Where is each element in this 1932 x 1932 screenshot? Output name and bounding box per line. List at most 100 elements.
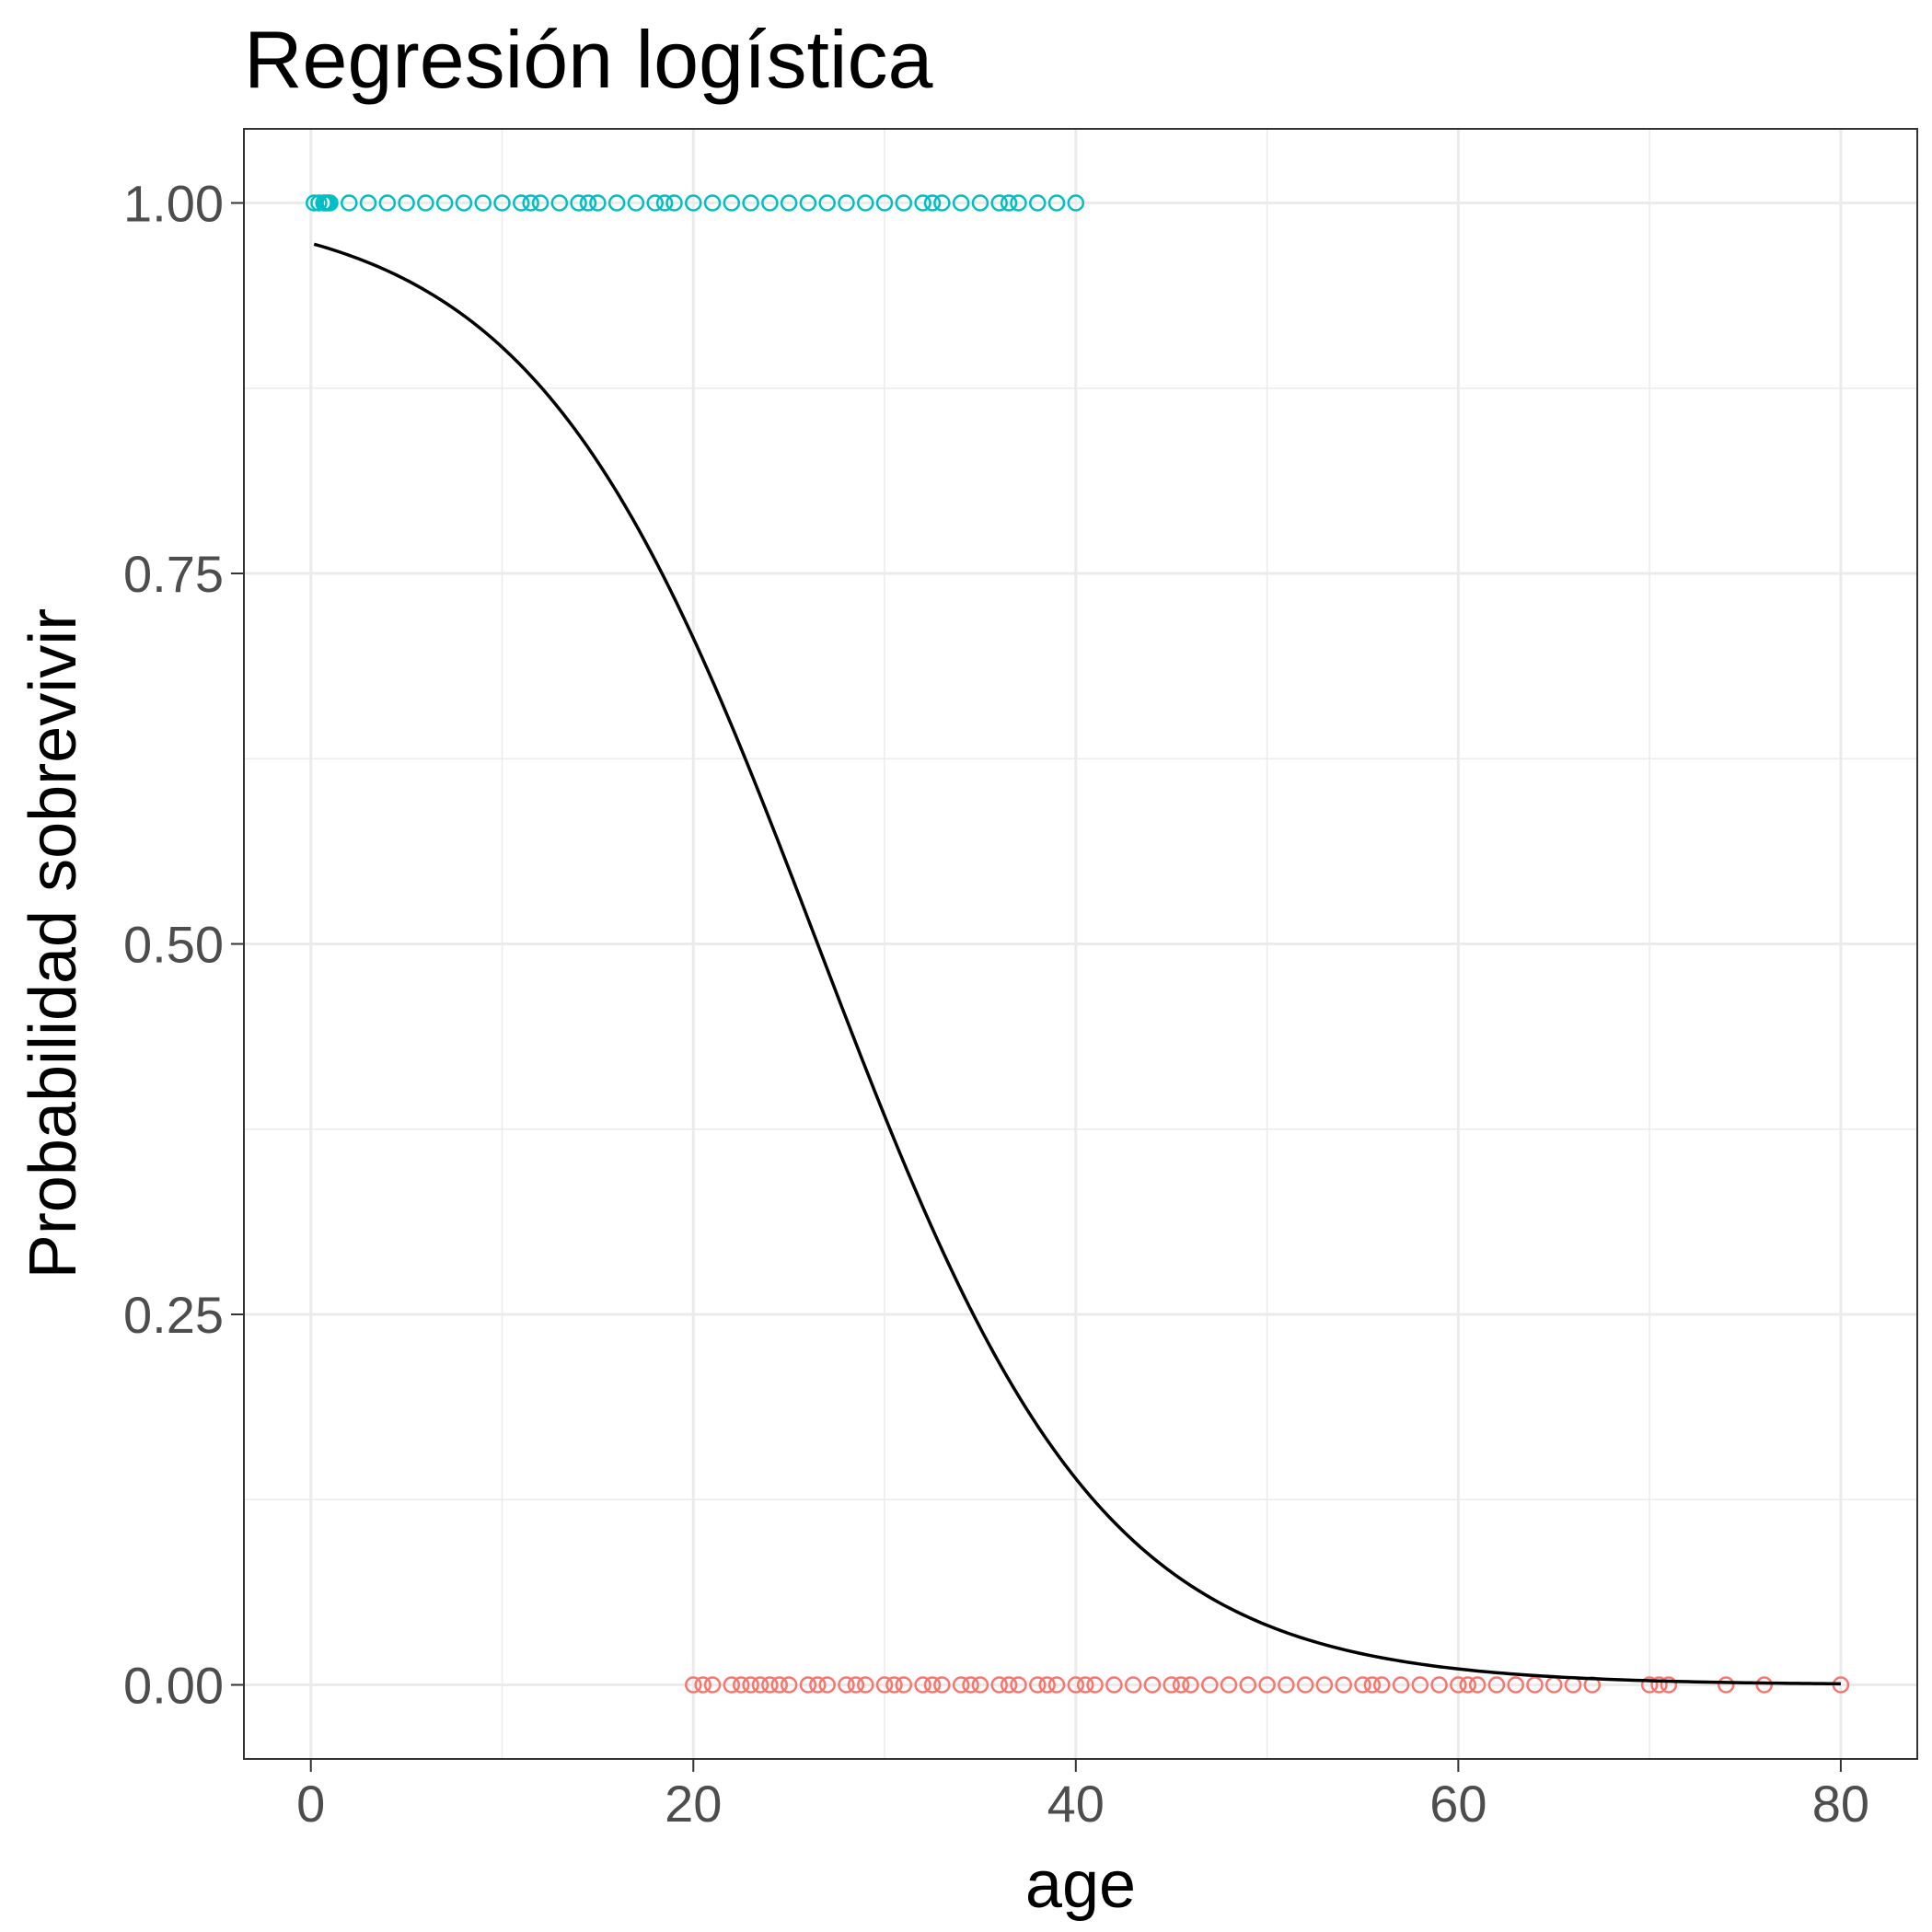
survived-point — [895, 194, 913, 212]
not-survived-point — [1468, 1676, 1487, 1694]
not-survived-point — [732, 1676, 750, 1694]
not-survived-point — [1296, 1676, 1314, 1694]
x-tick-label: 60 — [1429, 1775, 1487, 1833]
not-survived-point — [1010, 1676, 1027, 1694]
survived-point — [341, 194, 358, 212]
not-survived-point — [1086, 1676, 1104, 1694]
not-survived-point — [1172, 1676, 1190, 1694]
survived-point — [1029, 194, 1047, 212]
not-survived-point — [1411, 1676, 1429, 1694]
not-survived-point — [685, 1676, 702, 1694]
not-survived-point — [1650, 1676, 1668, 1694]
not-survived-point — [1392, 1676, 1410, 1694]
survived-point — [550, 194, 569, 212]
not-survived-point — [761, 1676, 779, 1694]
survived-point — [655, 194, 674, 212]
not-survived-point — [1239, 1676, 1257, 1694]
not-survived-point — [703, 1676, 722, 1694]
not-survived-point — [952, 1676, 970, 1694]
survived-point — [522, 194, 539, 212]
survived-point — [627, 194, 645, 212]
not-survived-point — [1200, 1676, 1219, 1694]
survived-point — [579, 194, 597, 212]
not-survived-point — [809, 1676, 827, 1694]
not-survived-point — [1487, 1676, 1506, 1694]
survived-point — [914, 194, 931, 212]
not-survived-point — [885, 1676, 903, 1694]
not-survived-point — [1182, 1676, 1199, 1694]
not-survived-point — [1450, 1676, 1467, 1694]
not-survived-point — [1640, 1676, 1659, 1694]
survived-point — [589, 194, 607, 212]
survived-point — [723, 194, 741, 212]
survived-point — [799, 194, 817, 212]
y-axis-title: Probabilidad sobrevivir — [17, 608, 90, 1278]
survived-point — [455, 194, 473, 212]
survived-point — [1010, 194, 1027, 212]
not-survived-point — [1755, 1676, 1774, 1694]
survived-point — [923, 194, 942, 212]
survived-point — [398, 194, 415, 212]
survived-point — [417, 194, 434, 212]
survived-point — [321, 194, 339, 212]
survived-point — [474, 194, 492, 212]
not-survived-point — [1335, 1676, 1352, 1694]
y-tick-label: 0.75 — [123, 545, 224, 603]
survived-point — [742, 194, 759, 212]
not-survived-point — [799, 1676, 817, 1694]
not-survived-point — [1526, 1676, 1544, 1694]
survived-point — [531, 194, 550, 212]
not-survived-point — [1047, 1676, 1066, 1694]
survived-point — [310, 194, 328, 212]
not-survived-point — [1315, 1676, 1334, 1694]
survived-points — [306, 194, 1085, 212]
not-survived-point — [923, 1676, 942, 1694]
y-tick-label: 1.00 — [123, 175, 224, 233]
survived-point — [378, 194, 397, 212]
not-survived-point — [1105, 1676, 1123, 1694]
not-survived-point — [1029, 1676, 1047, 1694]
survived-point — [857, 194, 874, 212]
not-survived-point — [962, 1676, 979, 1694]
not-survived-point — [818, 1676, 836, 1694]
not-survived-point — [1076, 1676, 1094, 1694]
not-survived-point — [742, 1676, 759, 1694]
survived-point — [1047, 194, 1066, 212]
x-axis-title: age — [1025, 1848, 1136, 1922]
not-survived-point — [1363, 1676, 1382, 1694]
not-survived-point — [914, 1676, 931, 1694]
y-tick-label: 0.00 — [123, 1657, 224, 1715]
survived-point — [818, 194, 836, 212]
not-survived-point — [1717, 1676, 1735, 1694]
not-survived-point — [875, 1676, 894, 1694]
x-tick-label: 40 — [1047, 1775, 1105, 1833]
not-survived-point — [723, 1676, 741, 1694]
x-tick-label: 20 — [665, 1775, 722, 1833]
not-survived-point — [1459, 1676, 1476, 1694]
not-survived-point — [971, 1676, 989, 1694]
survived-point — [780, 194, 798, 212]
survived-point — [685, 194, 702, 212]
not-survived-point — [1258, 1676, 1276, 1694]
survived-point — [875, 194, 894, 212]
survived-point — [1000, 194, 1018, 212]
not-survived-point — [1067, 1676, 1085, 1694]
not-survived-point — [780, 1676, 798, 1694]
y-axis: 0.00 0.25 0.50 0.75 1.00 — [123, 175, 244, 1715]
not-survived-point — [1430, 1676, 1448, 1694]
survived-point — [838, 194, 855, 212]
not-survived-point — [857, 1676, 874, 1694]
survived-point — [1067, 194, 1085, 212]
survived-point — [513, 194, 530, 212]
not-survived-point — [770, 1676, 789, 1694]
survived-point — [493, 194, 511, 212]
x-axis: 0 20 40 60 80 — [296, 1759, 1869, 1833]
survived-point — [665, 194, 683, 212]
not-survived-point — [1660, 1676, 1678, 1694]
survived-point — [933, 194, 951, 212]
not-survived-point — [1000, 1676, 1018, 1694]
x-tick-label: 0 — [296, 1775, 325, 1833]
survived-point — [703, 194, 722, 212]
not-survived-point — [1220, 1676, 1238, 1694]
